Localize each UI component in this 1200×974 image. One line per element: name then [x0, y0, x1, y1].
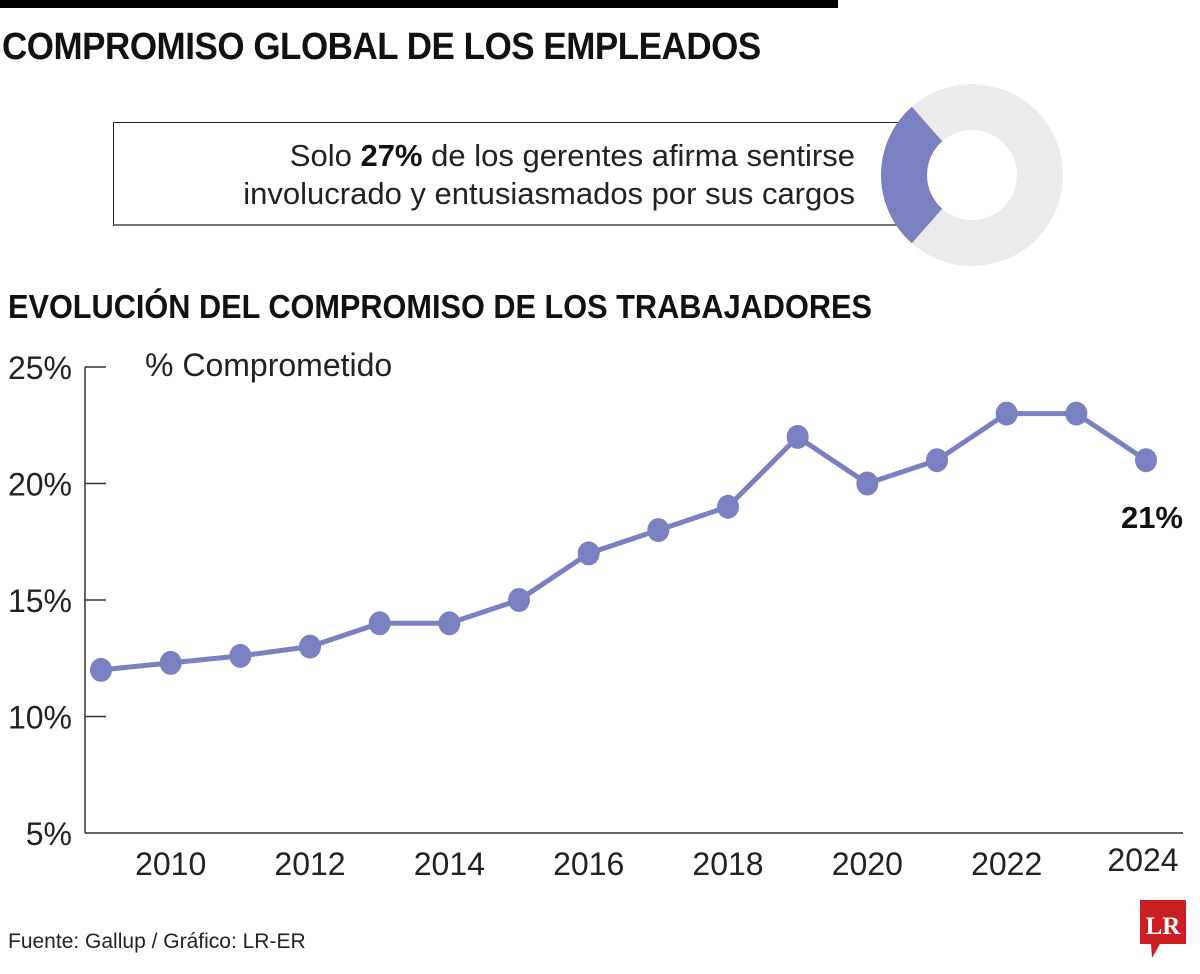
callout-line2: involucrado y entusiasmados por sus carg…: [243, 176, 855, 211]
x-tick-label: 2024: [1107, 842, 1178, 878]
data-point: [647, 518, 670, 543]
data-point: [577, 541, 600, 566]
y-axis-label: % Comprometido: [145, 347, 392, 383]
data-point: [856, 471, 879, 496]
callout-line1-suffix: de los gerentes afirma sentirse: [422, 138, 855, 173]
data-point: [229, 643, 252, 668]
y-tick-label: 25%: [8, 350, 72, 386]
data-point: [926, 448, 948, 473]
donut-chart: [881, 84, 1063, 266]
callout-prefix: Solo: [289, 138, 361, 173]
lr-logo: LR: [1140, 900, 1186, 958]
x-tick-label: 2020: [832, 846, 903, 882]
data-point: [90, 657, 112, 682]
line-chart: 5% 10% 15% 20% 25% 2010 2012 2014 2016 2018 2020 20…: [8, 347, 1183, 882]
top-rule: [0, 0, 838, 8]
callout-highlight: 27%: [360, 138, 423, 173]
x-tick-label: 2018: [692, 846, 763, 882]
data-point: [995, 401, 1018, 426]
callout-box: Solo 27% de los gerentes afirma sentirse…: [113, 122, 903, 226]
page-title: COMPROMISO GLOBAL DE LOS EMPLEADOS: [2, 26, 761, 68]
data-point: [508, 588, 530, 612]
data-point: [786, 424, 809, 449]
data-point: [1135, 448, 1157, 473]
data-point: [717, 494, 739, 519]
logo-text: LR: [1146, 913, 1182, 940]
donut-rest-segment: [911, 84, 1063, 266]
x-tick-label: 2022: [971, 846, 1042, 882]
x-tick-label: 2016: [553, 846, 624, 882]
data-point: [159, 650, 182, 675]
y-tick-label: 15%: [8, 583, 72, 619]
y-tick-label: 5%: [26, 816, 72, 852]
source-note: Fuente: Gallup / Gráfico: LR-ER: [8, 930, 306, 953]
chart-title: EVOLUCIÓN DEL COMPROMISO DE LOS TRABAJAD…: [8, 288, 872, 325]
x-tick-label: 2012: [274, 846, 345, 882]
data-point: [438, 611, 461, 636]
data-point: [299, 634, 321, 659]
y-tick-label: 20%: [8, 467, 72, 503]
donut-value-segment: [881, 106, 943, 244]
data-point: [368, 611, 391, 636]
data-point: [1065, 401, 1088, 426]
series-line: [100, 411, 1148, 673]
data-label-last: 21%: [1121, 500, 1183, 535]
x-tick-label: 2010: [135, 846, 206, 882]
logo-speech-bubble-icon: [1140, 900, 1186, 958]
y-tick-label: 10%: [8, 700, 72, 736]
callout-text: Solo 27% de los gerentes afirma sentirse…: [243, 137, 855, 213]
x-tick-label: 2014: [414, 846, 485, 882]
